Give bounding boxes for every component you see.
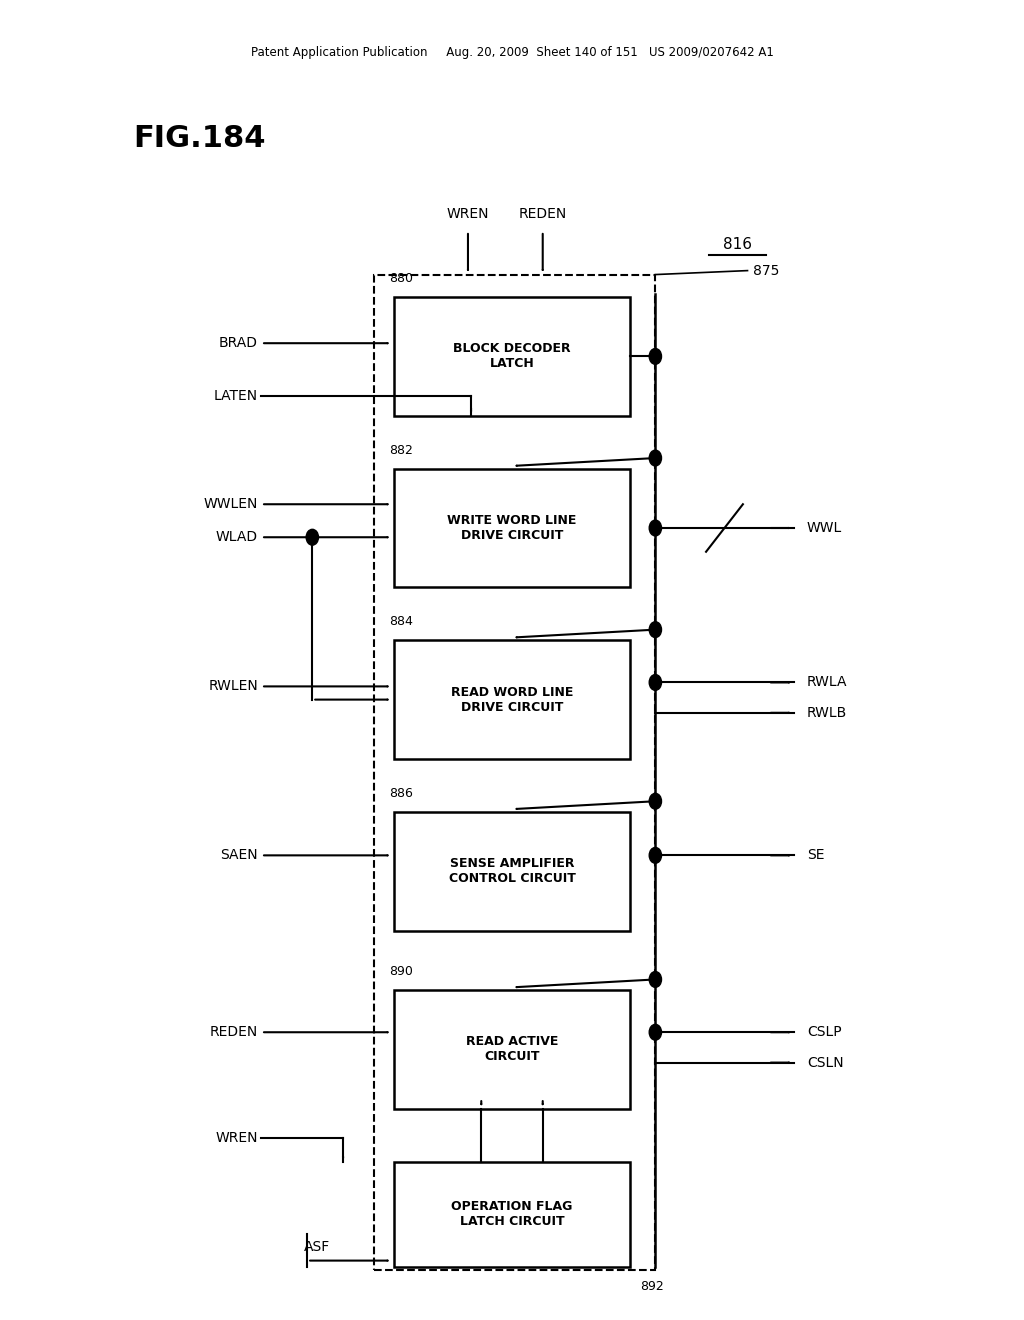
Text: FIG.184: FIG.184 [133,124,265,153]
Text: WREN: WREN [215,1131,258,1144]
Text: BLOCK DECODER
LATCH: BLOCK DECODER LATCH [454,342,570,371]
Text: 886: 886 [389,787,413,800]
Text: WRITE WORD LINE
DRIVE CIRCUIT: WRITE WORD LINE DRIVE CIRCUIT [447,513,577,543]
Text: LATEN: LATEN [214,389,258,403]
Text: RWLEN: RWLEN [208,680,258,693]
FancyBboxPatch shape [394,640,630,759]
Text: 884: 884 [389,615,413,628]
Text: 875: 875 [753,264,779,277]
Text: READ WORD LINE
DRIVE CIRCUIT: READ WORD LINE DRIVE CIRCUIT [451,685,573,714]
Circle shape [649,793,662,809]
Text: WLAD: WLAD [216,531,258,544]
FancyBboxPatch shape [394,469,630,587]
Text: READ ACTIVE
CIRCUIT: READ ACTIVE CIRCUIT [466,1035,558,1064]
Text: WREN: WREN [446,207,489,220]
FancyBboxPatch shape [394,812,630,931]
Text: BRAD: BRAD [219,337,258,350]
Text: SE: SE [807,849,824,862]
Circle shape [649,972,662,987]
Text: SAEN: SAEN [220,849,258,862]
Text: CSLP: CSLP [807,1026,842,1039]
Circle shape [649,348,662,364]
Text: WWLEN: WWLEN [204,498,258,511]
Circle shape [649,520,662,536]
Circle shape [649,675,662,690]
Circle shape [649,847,662,863]
Circle shape [649,1024,662,1040]
FancyBboxPatch shape [394,1162,630,1267]
Text: REDEN: REDEN [518,207,567,220]
Text: ASF: ASF [304,1241,331,1254]
FancyBboxPatch shape [394,297,630,416]
Circle shape [649,622,662,638]
Text: OPERATION FLAG
LATCH CIRCUIT: OPERATION FLAG LATCH CIRCUIT [452,1200,572,1229]
Text: 890: 890 [389,965,413,978]
Text: 892: 892 [640,1280,664,1294]
Text: CSLN: CSLN [807,1056,844,1069]
Text: RWLB: RWLB [807,706,847,719]
Circle shape [649,450,662,466]
Circle shape [306,529,318,545]
Text: 882: 882 [389,444,413,457]
Text: SENSE AMPLIFIER
CONTROL CIRCUIT: SENSE AMPLIFIER CONTROL CIRCUIT [449,857,575,886]
Text: 880: 880 [389,272,413,285]
Text: REDEN: REDEN [210,1026,258,1039]
Text: 816: 816 [723,236,752,252]
Text: Patent Application Publication     Aug. 20, 2009  Sheet 140 of 151   US 2009/020: Patent Application Publication Aug. 20, … [251,46,773,59]
Text: RWLA: RWLA [807,676,848,689]
FancyBboxPatch shape [394,990,630,1109]
Text: WWL: WWL [807,521,842,535]
